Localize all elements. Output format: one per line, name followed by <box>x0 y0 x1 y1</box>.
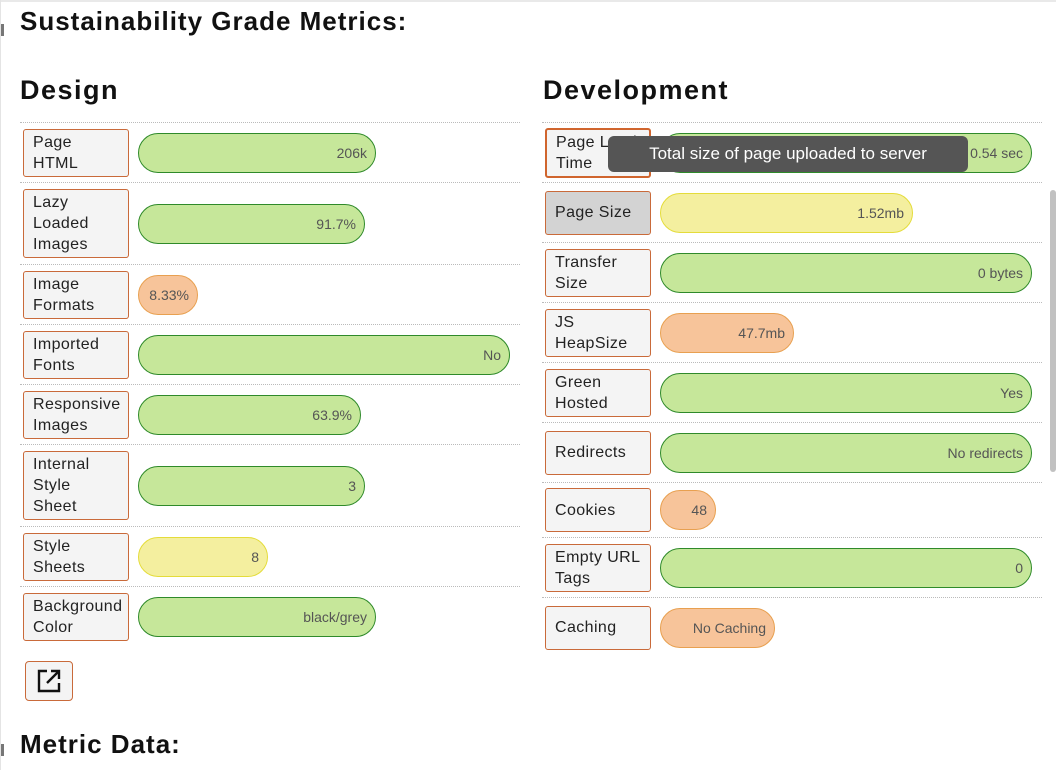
left-edge-mark <box>1 24 4 36</box>
metric-row: Page HTML 206k <box>20 122 520 182</box>
metric-bar: 0 <box>660 547 1032 588</box>
metric-value: 0 <box>1015 559 1023 576</box>
metric-value: 3 <box>348 477 356 494</box>
metric-label[interactable]: Image Formats <box>23 270 129 319</box>
metric-label[interactable]: Page HTML <box>23 128 129 177</box>
metric-row: Page Size 1.52mb <box>542 182 1042 242</box>
metric-bar: 63.9% <box>138 394 361 435</box>
metric-value: Yes <box>1000 384 1023 401</box>
metric-value: 8.33% <box>149 286 189 303</box>
metric-row: Background Color black/grey <box>20 586 520 646</box>
design-metrics-list: Page HTML 206k Lazy Loaded Images 91.7% Imag… <box>20 122 520 646</box>
metric-row: Responsive Images 63.9% <box>20 384 520 444</box>
metric-value: 91.7% <box>316 215 356 232</box>
metric-value: 0 bytes <box>977 264 1023 281</box>
scrollbar-thumb[interactable] <box>1050 190 1056 472</box>
metric-row: Lazy Loaded Images 91.7% <box>20 182 520 264</box>
metric-row: Empty URL Tags 0 <box>542 537 1042 597</box>
metric-label[interactable]: Caching <box>545 605 651 650</box>
metric-row: Imported Fonts No <box>20 324 520 384</box>
metric-label[interactable]: Style Sheets <box>23 532 129 581</box>
metric-value: 8 <box>251 548 259 565</box>
metric-label[interactable]: JS HeapSize <box>545 308 651 357</box>
left-edge-mark <box>1 744 4 756</box>
top-divider <box>1 0 1056 2</box>
metric-row: Redirects No redirects <box>542 422 1042 482</box>
metric-bar: No <box>138 334 510 375</box>
metric-label[interactable]: Empty URL Tags <box>545 543 651 592</box>
metric-label[interactable]: Imported Fonts <box>23 330 129 379</box>
metric-bar: black/grey <box>138 596 376 637</box>
metric-value: 48 <box>691 502 707 518</box>
development-column-title: Development <box>543 75 730 105</box>
metric-value: 47.7mb <box>738 324 785 341</box>
metric-row: Transfer Size 0 bytes <box>542 242 1042 302</box>
metric-label[interactable]: Page Size <box>545 190 651 235</box>
metric-label[interactable]: Redirects <box>545 430 651 475</box>
metric-row: Internal Style Sheet 3 <box>20 444 520 526</box>
metric-row: JS HeapSize 47.7mb <box>542 302 1042 362</box>
open-external-button[interactable] <box>25 661 73 701</box>
metric-label[interactable]: Lazy Loaded Images <box>23 189 129 258</box>
development-metrics-list: Page Load Time 0.54 sec Page Size 1.52mb Tra… <box>542 122 1042 657</box>
metric-label[interactable]: Responsive Images <box>23 390 129 439</box>
metric-bar: 8.33% <box>138 274 198 315</box>
metric-bar: Yes <box>660 372 1032 413</box>
metric-label[interactable]: Background Color <box>23 592 129 641</box>
metric-bar: 1.52mb <box>660 192 913 233</box>
metric-row: Style Sheets 8 <box>20 526 520 586</box>
external-link-icon <box>37 669 61 693</box>
metric-data-title: Metric Data: <box>20 729 181 759</box>
metric-bar: 48 <box>660 490 716 530</box>
metric-row: Cookies 48 <box>542 482 1042 537</box>
metric-value: No <box>483 346 501 363</box>
metric-tooltip: Total size of page uploaded to server <box>608 136 968 172</box>
metric-bar: 47.7mb <box>660 312 794 353</box>
metric-value: 1.52mb <box>857 204 904 221</box>
metric-value: 206k <box>336 144 367 161</box>
metric-bar: 0 bytes <box>660 252 1032 293</box>
metric-bar: 91.7% <box>138 203 365 244</box>
metric-value: No Caching <box>692 619 766 636</box>
page-title: Sustainability Grade Metrics: <box>20 6 408 36</box>
metric-bar: 8 <box>138 536 268 577</box>
metric-label[interactable]: Cookies <box>545 488 651 532</box>
metric-bar: 206k <box>138 132 376 173</box>
metric-row: Caching No Caching <box>542 597 1042 657</box>
metric-row: Green Hosted Yes <box>542 362 1042 422</box>
metric-bar: 3 <box>138 465 365 506</box>
design-column-title: Design <box>20 75 120 105</box>
metric-label[interactable]: Transfer Size <box>545 248 651 297</box>
metric-value: 0.54 sec <box>970 144 1023 161</box>
metric-value: No redirects <box>947 444 1023 461</box>
metric-row: Image Formats 8.33% <box>20 264 520 324</box>
metric-label[interactable]: Internal Style Sheet <box>23 451 129 520</box>
metric-value: black/grey <box>303 608 367 625</box>
metric-bar: No Caching <box>660 607 775 648</box>
metric-value: 63.9% <box>312 406 352 423</box>
metric-label[interactable]: Green Hosted <box>545 368 651 417</box>
metric-bar: No redirects <box>660 432 1032 473</box>
